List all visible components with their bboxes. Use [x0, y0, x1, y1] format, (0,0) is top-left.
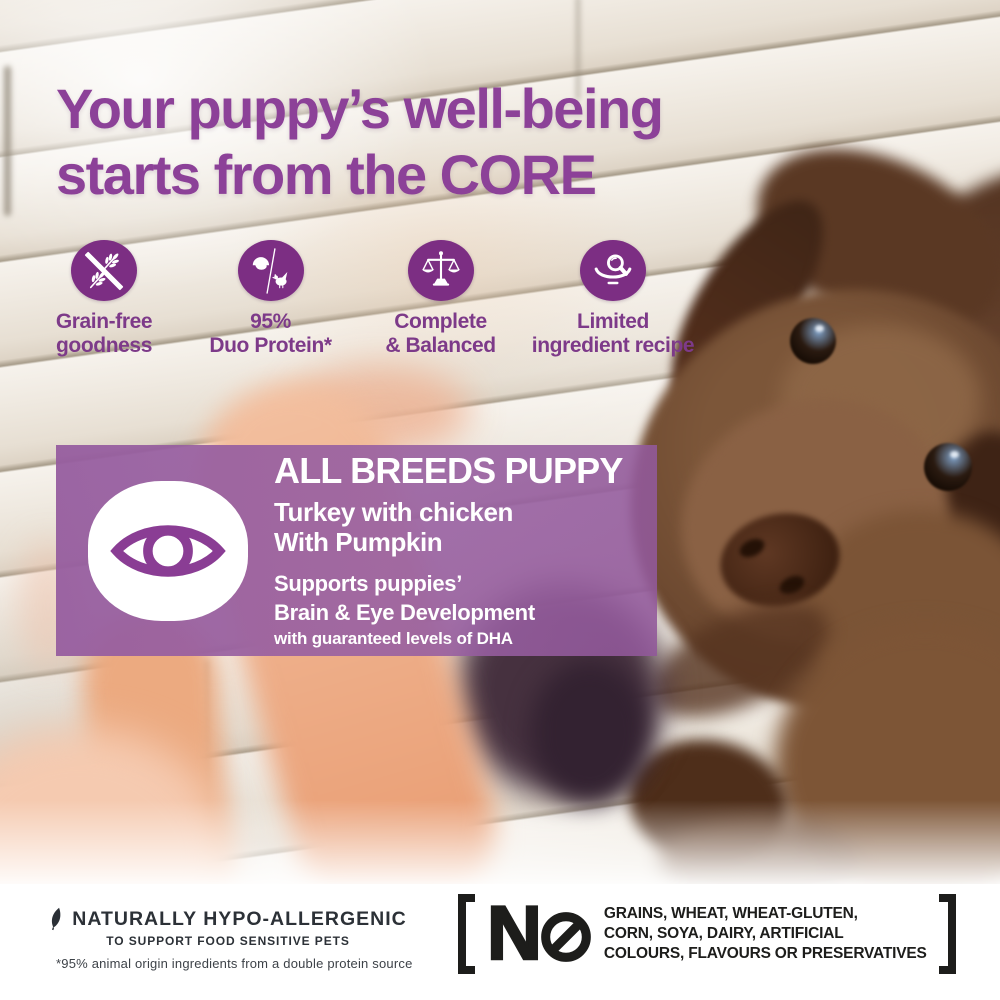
headline-line-1: Your puppy’s well-being	[56, 77, 664, 140]
hypoallergenic-title: NATURALLY HYPO-ALLERGENIC	[72, 908, 407, 930]
no-badge: N	[486, 890, 594, 976]
flavour-line-1: Turkey with chicken	[274, 496, 513, 527]
headline: Your puppy’s well-being starts from the …	[56, 76, 664, 208]
product-banner: ALL BREEDS PUPPY Turkey with chicken Wit…	[56, 445, 657, 656]
benefit-text: Supports puppies’ Brain & Eye Developmen…	[274, 570, 623, 649]
puppy-left-eye	[790, 318, 836, 364]
feature-limited-ingredient: Limited ingredient recipe	[528, 240, 698, 357]
no-claims-line: GRAINS, WHEAT, WHEAT-GLUTEN,	[603, 905, 858, 923]
feature-label: Complete & Balanced	[385, 310, 496, 357]
hypoallergenic-title-row: NATURALLY HYPO-ALLERGENIC	[48, 907, 408, 931]
feature-complete-balanced: Complete & Balanced	[353, 240, 528, 357]
eye-icon	[88, 480, 248, 621]
feature-duo-protein: 95% Duo Protein*	[188, 240, 353, 357]
blurred-foreground-object-core	[530, 660, 650, 805]
bracket-right	[938, 894, 956, 974]
photo-white-fade	[0, 800, 1000, 890]
leaf-icon	[52, 907, 61, 930]
plank-joint	[576, 0, 580, 100]
footnote: *95% animal origin ingredients from a do…	[56, 956, 413, 971]
footer-bar: NATURALLY HYPO-ALLERGENIC TO SUPPORT FOO…	[0, 884, 1000, 1000]
prohibition-icon	[541, 911, 591, 962]
plank-joint	[4, 66, 11, 216]
puppy-right-eye	[924, 443, 972, 491]
no-claims-line: COLOURS, FLAVOURS OR PRESERVATIVES	[603, 944, 927, 962]
no-grain-icon	[71, 240, 137, 301]
limited-ingredient-icon	[580, 240, 646, 301]
feature-label: 95% Duo Protein*	[209, 310, 332, 357]
headline-line-2: starts from the CORE	[56, 143, 597, 206]
no-claims-list: GRAINS, WHEAT, WHEAT-GLUTEN, CORN, SOYA,…	[604, 904, 927, 963]
benefit-line-2: Brain & Eye Development	[274, 599, 535, 625]
product-name: ALL BREEDS PUPPY	[274, 449, 623, 491]
feature-list: Grain-free goodness	[20, 240, 698, 357]
feature-grain-free: Grain-free goodness	[20, 240, 188, 357]
benefit-line-1: Supports puppies’	[274, 570, 463, 596]
flavour-line-2: With Pumpkin	[274, 526, 443, 557]
hypoallergenic-block: NATURALLY HYPO-ALLERGENIC TO SUPPORT FOO…	[48, 907, 408, 948]
feature-label: Grain-free goodness	[55, 310, 153, 357]
no-claims-line: CORN, SOYA, DAIRY, ARTIFICIAL	[603, 925, 844, 943]
feature-label: Limited ingredient recipe	[531, 310, 695, 357]
banner-text: ALL BREEDS PUPPY Turkey with chicken Wit…	[274, 452, 623, 649]
benefit-line-3: with guaranteed levels of DHA	[274, 629, 513, 649]
no-letter: N	[486, 890, 543, 976]
hypoallergenic-subtitle: TO SUPPORT FOOD SENSITIVE PETS	[106, 934, 350, 948]
duo-protein-icon	[237, 240, 304, 301]
bracket-left	[458, 894, 475, 974]
balanced-scales-icon	[407, 240, 474, 301]
no-claims-block: N GRAINS, WHEAT, WHEAT-GLUTEN, CORN, SOY…	[458, 892, 956, 976]
